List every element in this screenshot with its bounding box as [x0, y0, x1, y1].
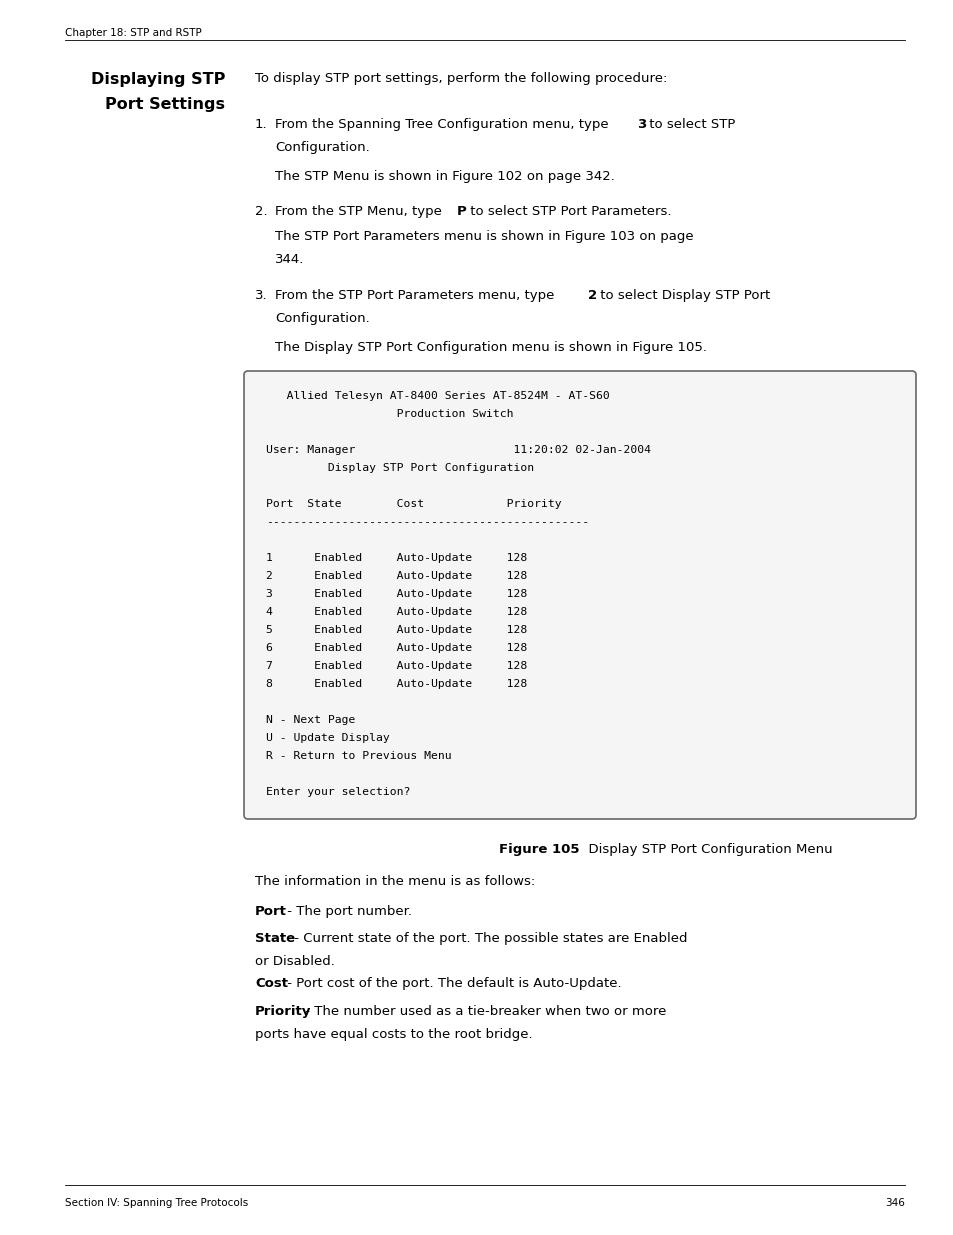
Text: Allied Telesyn AT-8400 Series AT-8524M - AT-S60: Allied Telesyn AT-8400 Series AT-8524M -…: [266, 391, 609, 401]
Text: R - Return to Previous Menu: R - Return to Previous Menu: [266, 751, 451, 761]
Text: 3.: 3.: [254, 289, 268, 303]
Text: to select Display STP Port: to select Display STP Port: [596, 289, 769, 303]
Text: Display STP Port Configuration: Display STP Port Configuration: [266, 463, 534, 473]
Text: Display STP Port Configuration Menu: Display STP Port Configuration Menu: [579, 844, 832, 856]
Text: Production Switch: Production Switch: [266, 409, 513, 419]
Text: 2      Enabled     Auto-Update     128: 2 Enabled Auto-Update 128: [266, 571, 527, 580]
Text: Figure 105: Figure 105: [499, 844, 579, 856]
Text: The information in the menu is as follows:: The information in the menu is as follow…: [254, 876, 535, 888]
Text: Chapter 18: STP and RSTP: Chapter 18: STP and RSTP: [65, 28, 201, 38]
Text: 3: 3: [637, 119, 645, 131]
Text: Section IV: Spanning Tree Protocols: Section IV: Spanning Tree Protocols: [65, 1198, 248, 1208]
Text: N - Next Page: N - Next Page: [266, 715, 355, 725]
Text: From the Spanning Tree Configuration menu, type: From the Spanning Tree Configuration men…: [274, 119, 612, 131]
Text: To display STP port settings, perform the following procedure:: To display STP port settings, perform th…: [254, 72, 667, 85]
Text: Configuration.: Configuration.: [274, 141, 370, 154]
Text: The Display STP Port Configuration menu is shown in Figure 105.: The Display STP Port Configuration menu …: [274, 341, 706, 354]
Text: - The number used as a tie-breaker when two or more: - The number used as a tie-breaker when …: [301, 1005, 666, 1018]
Text: 5      Enabled     Auto-Update     128: 5 Enabled Auto-Update 128: [266, 625, 527, 635]
Text: P: P: [456, 205, 466, 219]
Text: - Current state of the port. The possible states are Enabled: - Current state of the port. The possibl…: [290, 932, 687, 945]
Text: Port: Port: [254, 905, 287, 918]
Text: - The port number.: - The port number.: [283, 905, 412, 918]
Text: Priority: Priority: [254, 1005, 311, 1018]
Text: 3      Enabled     Auto-Update     128: 3 Enabled Auto-Update 128: [266, 589, 527, 599]
Text: Port Settings: Port Settings: [105, 98, 225, 112]
Text: 346: 346: [884, 1198, 904, 1208]
Text: ports have equal costs to the root bridge.: ports have equal costs to the root bridg…: [254, 1028, 532, 1041]
Text: State: State: [254, 932, 294, 945]
Text: User: Manager                       11:20:02 02-Jan-2004: User: Manager 11:20:02 02-Jan-2004: [266, 445, 650, 454]
Text: 1.: 1.: [254, 119, 268, 131]
Text: 8      Enabled     Auto-Update     128: 8 Enabled Auto-Update 128: [266, 679, 527, 689]
Text: The STP Menu is shown in Figure 102 on page 342.: The STP Menu is shown in Figure 102 on p…: [274, 170, 615, 183]
Text: The STP Port Parameters menu is shown in Figure 103 on page: The STP Port Parameters menu is shown in…: [274, 230, 693, 243]
Text: 4      Enabled     Auto-Update     128: 4 Enabled Auto-Update 128: [266, 606, 527, 618]
Text: From the STP Menu, type: From the STP Menu, type: [274, 205, 446, 219]
Text: - Port cost of the port. The default is Auto-Update.: - Port cost of the port. The default is …: [283, 977, 621, 990]
Text: 344.: 344.: [274, 253, 304, 266]
FancyBboxPatch shape: [244, 370, 915, 819]
Text: From the STP Port Parameters menu, type: From the STP Port Parameters menu, type: [274, 289, 558, 303]
Text: 2.: 2.: [254, 205, 268, 219]
Text: U - Update Display: U - Update Display: [266, 734, 390, 743]
Text: -----------------------------------------------: ----------------------------------------…: [266, 517, 589, 527]
Text: to select STP: to select STP: [644, 119, 735, 131]
Text: or Disabled.: or Disabled.: [254, 955, 335, 968]
Text: Port  State        Cost            Priority: Port State Cost Priority: [266, 499, 561, 509]
Text: Cost: Cost: [254, 977, 288, 990]
Text: 2: 2: [587, 289, 597, 303]
Text: 6      Enabled     Auto-Update     128: 6 Enabled Auto-Update 128: [266, 643, 527, 653]
Text: 1      Enabled     Auto-Update     128: 1 Enabled Auto-Update 128: [266, 553, 527, 563]
Text: 7      Enabled     Auto-Update     128: 7 Enabled Auto-Update 128: [266, 661, 527, 671]
Text: Configuration.: Configuration.: [274, 312, 370, 325]
Text: Enter your selection?: Enter your selection?: [266, 787, 410, 797]
Text: Displaying STP: Displaying STP: [91, 72, 225, 86]
Text: to select STP Port Parameters.: to select STP Port Parameters.: [465, 205, 671, 219]
